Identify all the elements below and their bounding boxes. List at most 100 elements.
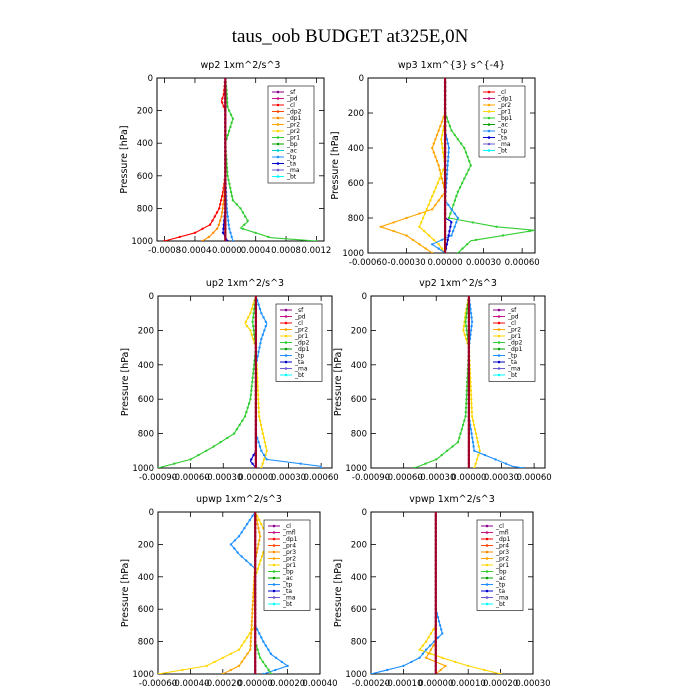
series-point [246,219,249,222]
series-point [259,559,262,562]
legend-label: _tp [294,353,304,360]
series-point [456,441,460,444]
x-tick-label: 0.00000 [451,473,486,483]
series-point [472,445,475,448]
series-point [475,436,479,440]
series-point [465,398,468,401]
series-point [258,518,261,522]
series-point [233,539,237,542]
series-point [250,632,253,635]
series-point [257,441,260,444]
series-point [260,337,263,341]
series-point [211,219,214,222]
legend-label: _pr1 [294,333,308,340]
series-point [257,652,260,655]
series-point [215,227,219,230]
x-tick-label: 0.00000 [238,473,273,483]
series-point [470,320,474,323]
series-point [220,195,224,198]
series-point [379,225,382,228]
series-point [445,173,449,176]
series-point [262,640,265,643]
legend-marker [497,373,501,377]
series-point [230,195,234,198]
series-point [245,324,249,328]
legend-label: _pd [286,96,298,103]
x-tick-label: 0.00060 [304,473,339,483]
series-point [455,221,458,224]
legend-label: _ta [282,588,292,595]
series-point [444,664,447,668]
y-tick-label: 400 [351,361,367,371]
series-point [471,441,475,444]
legend-marker [497,354,501,357]
series-point [436,616,440,619]
legend-label: _pr2 [507,327,521,334]
legend: _cl_dp1_pr2_pr1_bp1_ac_tp_ta_ma_bt [478,85,526,158]
series-point [213,215,216,218]
series-point [257,527,260,530]
series-point [258,656,262,659]
series-point [252,367,255,371]
series-point [440,120,444,124]
series-point [483,668,486,672]
y-tick-label: 800 [351,638,367,648]
series-point [220,211,224,214]
series-point [465,389,468,392]
legend-label: _ta [507,359,517,366]
series-point [441,632,444,635]
series-point [405,216,408,220]
series-point [439,124,442,128]
series-point [231,117,235,121]
series-point [236,551,239,554]
series-point [445,449,449,452]
series-point [270,672,273,674]
legend-label: _bt [497,148,508,155]
series-point [205,664,208,668]
series-point [434,155,437,158]
legend-marker [276,149,280,152]
x-tick-label: 0.00060 [517,473,552,483]
series-point [432,628,435,631]
y-tick-label: 400 [351,573,367,583]
series-point [267,648,270,651]
series-point [469,428,473,431]
series-point [257,406,260,409]
x-tick-label: -0.0004 [179,246,212,256]
series-line-pr2 [379,78,446,253]
series-point [250,385,253,388]
legend-label: _bp [282,569,294,576]
series-point [315,239,318,241]
legend-label: _mfl [495,530,509,537]
series-point [241,227,245,230]
x-tick-label: -0.00030 [387,258,425,268]
series-point [467,664,470,668]
series-point [319,466,323,468]
series-point [447,151,450,154]
series-point [429,199,432,202]
legend-marker [497,315,501,318]
legend-label: _pr1 [497,109,511,116]
series-point [240,531,243,534]
series-point [237,648,241,651]
y-tick-label: 200 [138,326,154,336]
legend-label: _ac [286,148,297,155]
legend-label: _mfl [282,530,296,537]
legend-marker [485,557,489,560]
series-point [432,190,436,193]
series-point [421,216,425,220]
series-point [447,146,451,150]
legend-label: _pr2 [282,556,296,563]
legend-label: _bt [495,601,506,608]
series-point [469,164,472,167]
series-point [252,316,255,319]
series-line-dp2 [414,296,470,468]
series-point [262,458,266,461]
y-tick-label: 200 [348,109,364,119]
legend-label: _ma [282,595,296,602]
series-point [225,97,229,100]
series-point [528,229,531,233]
series-group [413,296,525,468]
series-point [247,402,251,405]
series-point [227,223,230,226]
